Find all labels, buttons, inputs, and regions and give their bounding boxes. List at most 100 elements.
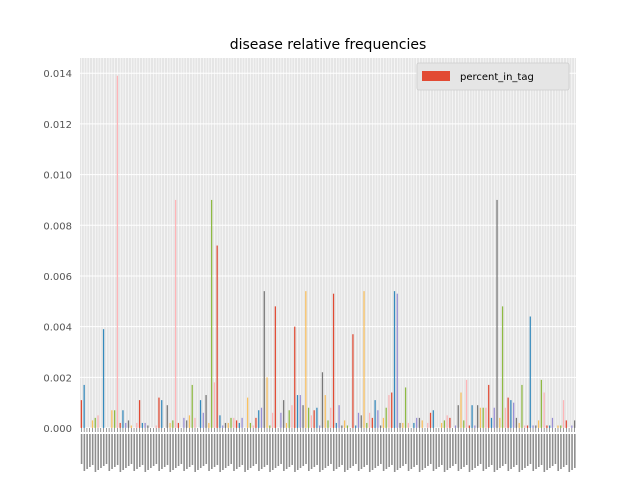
bar [283,400,285,428]
x-tick-label [119,434,122,472]
x-tick-label [313,434,316,467]
x-tick-label [551,434,554,466]
x-tick-label [410,434,413,469]
x-tick-label [263,434,266,467]
x-tick-label [501,434,504,466]
bar [507,397,509,428]
x-tick-label [202,434,205,466]
bar [313,410,315,428]
x-tick-label [391,434,393,465]
x-tick-label [543,434,546,472]
bar [94,417,96,428]
x-tick-label [380,434,382,464]
x-tick-label [465,434,468,465]
bar [355,425,357,428]
x-tick-label [399,434,402,468]
bar [252,425,254,428]
bar [477,405,479,428]
bar [416,417,418,428]
y-tick-label: 0.008 [43,221,72,232]
x-tick-label [241,434,244,465]
bar [521,384,523,428]
x-tick-label [554,434,557,464]
bar [174,199,177,428]
x-tick-label [122,434,124,470]
x-tick-label [490,434,493,465]
x-tick-label [308,434,310,471]
bar [560,425,562,428]
x-tick-label [330,434,332,464]
x-tick-label [163,434,166,467]
x-tick-label [429,434,432,464]
bar [421,420,423,428]
x-tick-label [360,434,363,469]
x-tick-label [352,434,354,466]
y-tick-label: 0.012 [43,120,72,131]
x-tick-label [136,434,138,469]
bar [504,407,506,428]
x-tick-label [127,434,130,466]
x-tick-label [560,434,562,469]
x-axis [80,428,576,472]
x-tick-label [335,434,338,469]
bar [573,420,576,428]
bar [535,425,537,428]
x-tick-label [147,434,149,470]
x-tick-label [144,434,147,472]
x-tick-label [280,434,282,464]
bar [393,291,396,428]
bar [474,425,476,428]
x-tick-label [424,434,426,468]
bar [501,306,504,428]
x-tick-label [199,434,202,468]
bar [136,422,138,428]
x-tick-label [305,434,307,464]
bar [294,326,296,428]
x-tick-label [299,434,302,468]
x-tick-label [496,434,499,470]
x-tick-label [296,434,299,470]
bar [213,382,216,428]
bar [241,417,243,428]
bar [158,397,160,428]
x-tick-label [186,434,188,469]
x-tick-label [366,434,368,465]
x-tick-label [474,434,476,468]
x-tick-label [319,434,321,472]
bar [319,425,321,428]
x-tick-label [194,434,196,472]
bar [427,422,429,428]
x-tick-label [133,434,136,471]
x-tick-label [208,434,210,471]
x-tick-label [324,434,327,468]
x-tick-label [446,434,449,470]
bar [316,407,318,428]
x-tick-label [266,434,269,465]
bar [549,425,551,428]
bar [346,425,349,428]
x-tick-label [357,434,360,471]
x-tick-label [518,434,521,472]
x-tick-label [222,434,224,470]
x-tick-label [452,434,454,466]
bar [269,425,271,428]
bar [183,417,185,428]
bar [330,407,332,428]
x-tick-label [521,434,523,470]
bar [191,384,193,428]
x-tick-label [94,434,97,472]
x-tick-label [130,434,133,464]
x-tick-label [546,434,548,470]
x-tick-label [393,434,396,472]
x-tick-label [540,434,543,465]
bar [335,422,337,428]
x-tick-label [302,434,305,466]
bar [177,422,179,428]
bar [382,417,385,428]
x-tick-label [327,434,329,466]
bar [396,293,398,428]
bars-layer [80,75,576,429]
x-tick-label [158,434,160,471]
x-tick-label [205,434,208,464]
bar [551,417,554,428]
